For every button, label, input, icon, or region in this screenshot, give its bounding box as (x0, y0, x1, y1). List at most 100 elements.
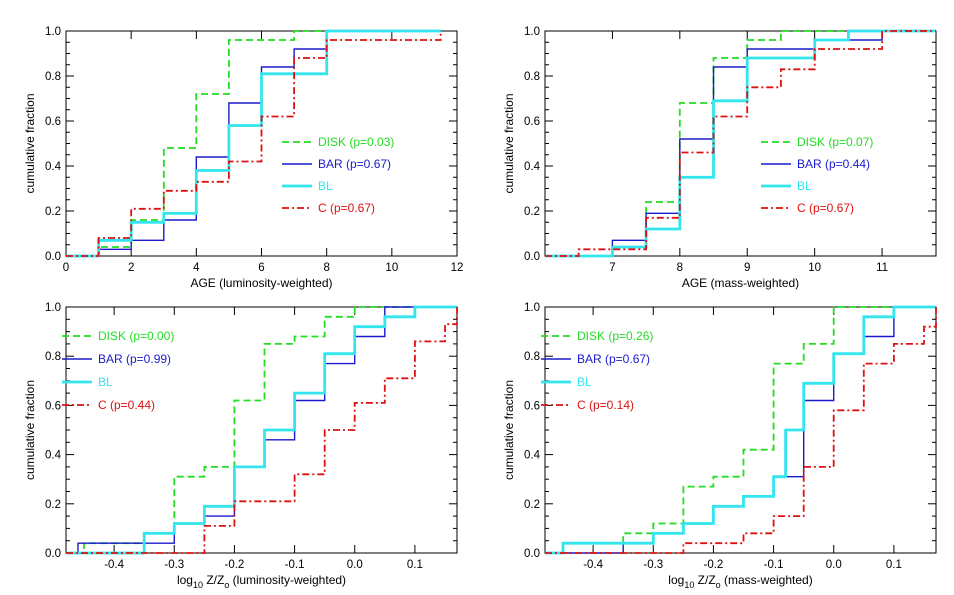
x-tick-label: 6 (258, 262, 264, 274)
y-tick-label: 0.8 (45, 71, 61, 83)
x-tick-label: 8 (677, 262, 683, 274)
y-tick-label: 0.4 (45, 161, 62, 173)
series-line-bar (66, 30, 441, 257)
x-axis-label-subscript: 10 (193, 580, 203, 590)
series-line-c (545, 30, 936, 257)
series-line-bar (66, 306, 457, 554)
y-tick-label: 0.4 (45, 450, 62, 462)
series-line-bl (545, 29, 936, 258)
series-line-bar (545, 306, 936, 554)
legend-label-bl: BL (577, 375, 592, 389)
x-axis-label: log10 Z/Zo (mass-weighted) (668, 573, 812, 590)
legend-label-bl: BL (797, 179, 812, 193)
series-line-bl (545, 305, 936, 555)
y-tick-label: 0.2 (45, 499, 61, 511)
chart-panel: -0.4 -0.3 -0.2 -0.1 0.0 0.1 0.0 0.2 0.4 0.6 0.8 1.0… (502, 302, 937, 590)
y-tick-label: 0.0 (45, 548, 61, 560)
y-tick-label: 0.2 (524, 206, 540, 218)
x-axis-label: log10 Z/Zo (luminosity-weighted) (177, 573, 346, 590)
x-axis-label-part: log (177, 573, 193, 587)
legend-label-disk: DISK (p=0.26) (577, 329, 653, 343)
x-axis-label-subscript: o (224, 580, 229, 590)
legend-label-bar: BAR (p=0.67) (318, 157, 391, 171)
y-tick-label: 0.6 (45, 116, 61, 128)
series-line-disk (66, 30, 441, 257)
y-tick-label: 1.0 (524, 26, 540, 38)
legend-label-bar: BAR (p=0.99) (98, 352, 171, 366)
y-tick-label: 0.8 (524, 71, 540, 83)
y-tick-label: 1.0 (45, 302, 61, 314)
plot-frame (65, 306, 458, 554)
x-tick-label: 4 (193, 262, 200, 274)
x-axis-label-part: (mass-weighted) (721, 573, 813, 587)
y-axis-label: cumulative fraction (23, 93, 37, 193)
series-line-disk (545, 30, 936, 257)
y-tick-label: 0.0 (45, 251, 61, 263)
x-tick-label: 8 (323, 262, 329, 274)
series-line-bl (66, 305, 457, 555)
x-tick-label: -0.2 (704, 559, 724, 571)
y-tick-label: 0.8 (524, 351, 540, 363)
y-tick-label: 0.0 (524, 251, 540, 263)
legend-label-bl: BL (98, 375, 113, 389)
x-tick-label: 10 (808, 262, 821, 274)
x-tick-label: 9 (744, 262, 750, 274)
legend-label-bar: BAR (p=0.67) (577, 352, 650, 366)
y-tick-label: 1.0 (45, 26, 61, 38)
x-tick-label: -0.4 (104, 559, 124, 571)
x-axis-label-part: log (668, 573, 684, 587)
plot-frame (544, 30, 937, 257)
x-axis-label-part: Z/Z (203, 573, 224, 587)
y-tick-label: 0.0 (524, 548, 540, 560)
x-axis-label: AGE (luminosity-weighted) (190, 276, 332, 290)
x-axis-label-subscript: o (716, 580, 721, 590)
legend-label-disk: DISK (p=0.07) (797, 135, 873, 149)
x-tick-label: 2 (128, 262, 134, 274)
y-tick-label: 0.4 (524, 161, 541, 173)
legend-label-c: C (p=0.67) (318, 201, 375, 215)
x-tick-label: 11 (876, 262, 888, 274)
x-tick-label: 0.1 (886, 559, 902, 571)
series-line-bar (545, 30, 936, 257)
series-line-c (545, 307, 937, 554)
y-tick-label: 0.2 (524, 499, 540, 511)
x-tick-label: -0.3 (164, 559, 184, 571)
x-tick-label: -0.2 (225, 559, 245, 571)
legend-label-bl: BL (318, 179, 333, 193)
plot-frame (65, 30, 458, 257)
plot-frame (544, 306, 937, 554)
x-axis-label-part: (luminosity-weighted) (229, 573, 346, 587)
series-line-c (66, 307, 458, 554)
series-line-disk (66, 306, 457, 554)
y-tick-label: 1.0 (524, 302, 540, 314)
chart-panel: -0.4 -0.3 -0.2 -0.1 0.0 0.1 0.0 0.2 0.4 0.6 0.8 1.0… (23, 302, 458, 590)
x-axis-label: AGE (mass-weighted) (682, 276, 799, 290)
y-tick-label: 0.4 (524, 450, 541, 462)
legend-label-bar: BAR (p=0.44) (797, 157, 870, 171)
x-tick-label: 0.1 (407, 559, 423, 571)
y-tick-label: 0.6 (524, 400, 540, 412)
x-tick-label: 12 (451, 262, 464, 274)
legend-label-disk: DISK (p=0.00) (98, 329, 174, 343)
x-tick-label: 0 (63, 262, 69, 274)
y-tick-label: 0.6 (45, 400, 61, 412)
y-axis-label: cumulative fraction (502, 380, 516, 480)
x-tick-label: 0.0 (347, 559, 363, 571)
y-axis-label: cumulative fraction (23, 380, 37, 480)
x-tick-label: -0.1 (285, 559, 305, 571)
x-tick-label: -0.4 (583, 559, 603, 571)
legend-label-c: C (p=0.44) (98, 398, 155, 412)
y-tick-label: 0.6 (524, 116, 540, 128)
x-tick-label: 0.0 (826, 559, 842, 571)
legend-label-c: C (p=0.67) (797, 201, 854, 215)
chart-panel: 0 2 4 6 8 10 12 0.0 0.2 0.4 0.6 0.8 1.0 cumulative fr… (23, 26, 463, 290)
x-axis-label-subscript: 10 (684, 580, 694, 590)
y-tick-label: 0.8 (45, 351, 61, 363)
x-tick-label: 7 (609, 262, 615, 274)
series-line-disk (545, 306, 936, 554)
chart-panel: 7 8 9 10 11 0.0 0.2 0.4 0.6 0.8 1.0 cumulative frac… (502, 26, 937, 290)
y-axis-label: cumulative fraction (502, 93, 516, 193)
x-tick-label: -0.3 (643, 559, 663, 571)
x-tick-label: -0.1 (764, 559, 784, 571)
y-tick-label: 0.2 (45, 206, 61, 218)
